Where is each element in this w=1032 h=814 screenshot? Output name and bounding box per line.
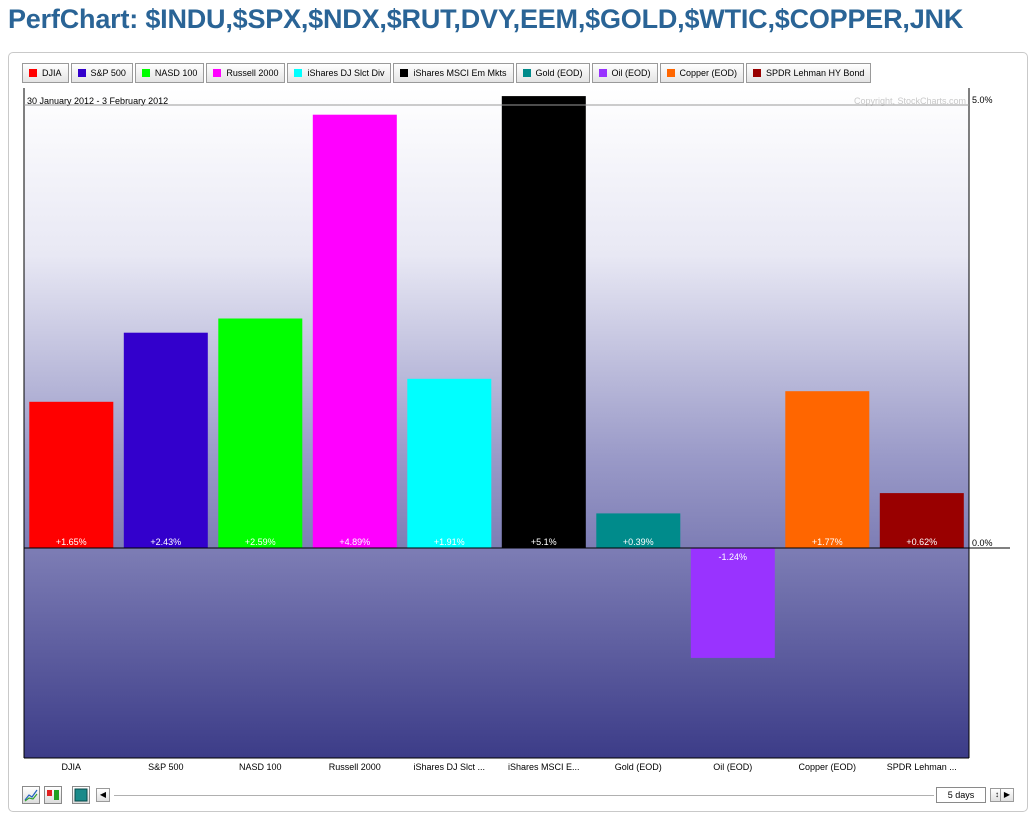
bar-value-label: +4.89% xyxy=(339,537,370,547)
date-range: 30 January 2012 - 3 February 2012 xyxy=(27,96,168,106)
legend-label: S&P 500 xyxy=(90,68,126,78)
x-tick-label: Gold (EOD) xyxy=(615,762,662,772)
bar xyxy=(218,318,303,548)
line-chart-button[interactable] xyxy=(22,786,40,804)
scroll-left-button[interactable]: ◀ xyxy=(96,788,110,802)
bar-value-label: +0.39% xyxy=(623,537,654,547)
legend-swatch xyxy=(29,69,37,77)
y-tick-label: 5.0% xyxy=(972,95,993,105)
legend-item[interactable]: SPDR Lehman HY Bond xyxy=(746,63,872,83)
bar xyxy=(123,332,208,548)
legend-item[interactable]: NASD 100 xyxy=(134,63,205,83)
legend-swatch xyxy=(77,69,86,77)
legend-item[interactable]: DJIA xyxy=(22,63,69,83)
x-tick-label: Copper (EOD) xyxy=(799,762,857,772)
legend: DJIA S&P 500 NASD 100 Russell 2000 iShares D… xyxy=(22,63,872,83)
y-tick-label: 0.0% xyxy=(972,538,993,548)
x-tick-label: iShares DJ Slct ... xyxy=(414,762,486,772)
legend-swatch xyxy=(522,69,531,77)
line-chart-icon xyxy=(24,789,38,802)
bar-value-label: +1.65% xyxy=(56,537,87,547)
page-title: PerfChart: $INDU,$SPX,$NDX,$RUT,DVY,EEM,… xyxy=(8,4,964,34)
bar xyxy=(501,96,586,548)
legend-swatch xyxy=(598,69,607,77)
histogram-button[interactable] xyxy=(72,786,90,804)
bar-value-label: +2.43% xyxy=(150,537,181,547)
legend-label: iShares DJ Slct Div xyxy=(307,68,385,78)
legend-item[interactable]: S&P 500 xyxy=(70,63,133,83)
legend-swatch xyxy=(400,69,409,77)
legend-label: Russell 2000 xyxy=(226,68,279,78)
spinner-icon: ↕ xyxy=(995,790,999,799)
legend-label: NASD 100 xyxy=(154,68,198,78)
x-tick-label: Oil (EOD) xyxy=(713,762,752,772)
legend-label: Gold (EOD) xyxy=(535,68,583,78)
x-tick-label: iShares MSCI E... xyxy=(508,762,580,772)
legend-item[interactable]: Russell 2000 xyxy=(206,63,286,83)
chevron-right-icon: ▶ xyxy=(1003,790,1011,799)
bar-value-label: -1.24% xyxy=(719,552,748,562)
time-scrollbar[interactable] xyxy=(114,795,934,796)
x-tick-label: NASD 100 xyxy=(239,762,282,772)
bar-value-label: +0.62% xyxy=(906,537,937,547)
bar-value-label: +1.91% xyxy=(434,537,465,547)
legend-item[interactable]: Copper (EOD) xyxy=(659,63,745,83)
legend-item[interactable]: iShares MSCI Em Mkts xyxy=(393,63,514,83)
bar xyxy=(879,493,964,548)
bar xyxy=(407,378,492,548)
legend-item[interactable]: Gold (EOD) xyxy=(515,63,590,83)
chevron-left-icon: ◀ xyxy=(99,790,107,799)
bar xyxy=(785,391,870,548)
bar xyxy=(29,401,114,548)
scroll-right-button[interactable]: ▶ xyxy=(1000,788,1014,802)
legend-label: DJIA xyxy=(42,68,62,78)
bar-value-label: +5.1% xyxy=(531,537,557,547)
bottom-toolbar: ◀ 5 days ↕ ▶ xyxy=(22,786,1014,806)
legend-label: Copper (EOD) xyxy=(679,68,738,78)
histogram-icon xyxy=(74,788,88,802)
x-tick-label: SPDR Lehman ... xyxy=(887,762,957,772)
bar-value-label: +2.59% xyxy=(245,537,276,547)
bar-value-label: +1.77% xyxy=(812,537,843,547)
legend-swatch xyxy=(213,69,222,77)
legend-item[interactable]: iShares DJ Slct Div xyxy=(287,63,392,83)
bar-chart-button[interactable] xyxy=(44,786,62,804)
legend-label: SPDR Lehman HY Bond xyxy=(766,68,865,78)
legend-swatch xyxy=(294,69,303,77)
legend-swatch xyxy=(753,69,762,77)
legend-item[interactable]: Oil (EOD) xyxy=(591,63,658,83)
legend-swatch xyxy=(666,69,675,77)
x-tick-label: Russell 2000 xyxy=(329,762,381,772)
legend-swatch xyxy=(141,69,150,77)
bar xyxy=(690,548,775,658)
bar xyxy=(312,114,397,548)
bar xyxy=(596,513,681,548)
legend-label: Oil (EOD) xyxy=(611,68,651,78)
period-selector[interactable]: 5 days xyxy=(936,787,986,803)
legend-label: iShares MSCI Em Mkts xyxy=(413,68,507,78)
x-tick-label: S&P 500 xyxy=(148,762,183,772)
x-tick-label: DJIA xyxy=(62,762,82,772)
copyright: Copyright, StockCharts.com xyxy=(854,96,966,106)
bar-chart-icon xyxy=(47,790,59,800)
